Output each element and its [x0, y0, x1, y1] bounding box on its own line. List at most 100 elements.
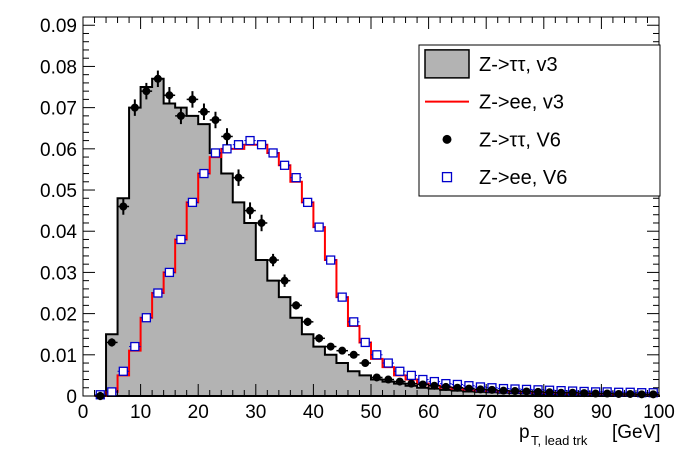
- ztautau-v6-point-7: [176, 111, 185, 120]
- zee-v6-point-23: [360, 337, 370, 348]
- ztautau-v6-point-21: [338, 346, 347, 355]
- zee-v6-point-13: [245, 135, 255, 146]
- ztautau-v6-point-22: [349, 350, 358, 359]
- zee-v6-point-5: [153, 288, 163, 298]
- ztautau-v6-point-47: [637, 390, 646, 399]
- x-tick-label-0: 0: [78, 402, 89, 423]
- zee-v6-point-27: [406, 370, 416, 381]
- ztautau-v6-point-23: [361, 359, 370, 368]
- x-tick-label-20: 20: [188, 402, 209, 423]
- zee-v6-point-9: [199, 168, 209, 179]
- zee-v6-point-25: [383, 358, 393, 368]
- ztautau-v6-point-42: [580, 389, 589, 398]
- ztautau-v6-point-8: [188, 95, 197, 104]
- ztautau-v6-point-16: [280, 276, 289, 285]
- ztautau-v6-point-25: [384, 375, 393, 384]
- ztautau-v6-point-9: [199, 107, 208, 116]
- zee-v6-point-24: [372, 350, 382, 360]
- ztautau-v6-point-33: [476, 385, 485, 394]
- ztautau-v6-point-13: [246, 206, 255, 215]
- ztautau-v6-point-28: [418, 380, 427, 389]
- ztautau-v6-point-19: [315, 334, 324, 343]
- ztautau-v6-point-12: [234, 173, 243, 182]
- ztautau-v6-point-35: [499, 386, 508, 395]
- ztautau-v6-point-2: [119, 202, 128, 211]
- legend: Z->ττ, v3 Z->ee, v3 Z->ττ, V6 Z->ee, V6: [418, 44, 661, 197]
- y-tick-label-3: 0.03: [40, 263, 77, 284]
- x-axis-label-main: p: [519, 422, 530, 443]
- zee-v6-point-2: [118, 366, 128, 376]
- zee-v6-point-11: [222, 144, 232, 154]
- y-tick-label-1: 0.01: [40, 346, 77, 367]
- ztautau-v6-point-26: [395, 377, 404, 386]
- x-tick-label-70: 70: [476, 402, 497, 423]
- ztautau-v6-point-17: [292, 301, 301, 310]
- zee-v6-point-3: [130, 341, 140, 352]
- zee-v6-point-14: [256, 140, 267, 150]
- ztautau-v6-point-24: [372, 373, 381, 382]
- y-tick-label-0: 0: [66, 387, 77, 408]
- x-tick-label-50: 50: [360, 402, 381, 423]
- legend-label-1: Z->ee, v3: [479, 92, 564, 114]
- zee-v6-point-12: [233, 140, 244, 150]
- ztautau-v6-point-6: [165, 91, 174, 100]
- zee-v6-point-16: [279, 160, 290, 170]
- x-tick-label-100: 100: [643, 402, 675, 423]
- ztautau-v6-point-31: [453, 383, 462, 392]
- zee-v6-point-7: [176, 234, 186, 245]
- zee-v6-point-8: [187, 197, 198, 208]
- zee-v6-point-17: [291, 173, 301, 183]
- x-tick-label-40: 40: [303, 402, 324, 423]
- x-tick-label-30: 30: [245, 402, 266, 423]
- ztautau-v6-point-14: [257, 218, 266, 227]
- zee-v6-point-26: [395, 366, 405, 376]
- ztautau-v6-point-18: [303, 317, 312, 326]
- ztautau-v6-point-1: [107, 338, 116, 347]
- ztautau-v6-point-37: [522, 387, 531, 396]
- legend-swatch-2: [442, 134, 452, 144]
- x-axis-label-unit: [GeV]: [612, 422, 661, 443]
- ztautau-v6-point-5: [153, 74, 162, 83]
- ztautau-v6-point-38: [534, 387, 543, 396]
- ztautau-v6-point-3: [130, 103, 139, 112]
- ztautau-v6-point-34: [487, 385, 496, 394]
- ztautau-v6-point-48: [649, 390, 658, 399]
- zee-v6-point-19: [314, 222, 324, 232]
- ztautau-v6-point-32: [464, 384, 473, 393]
- legend-label-0: Z->ττ, v3: [479, 54, 558, 76]
- axes: 0 10 20 30 40 50 60 70 80 90 100 0 0.01 0.02 0.03 0.04 0…: [40, 16, 675, 448]
- y-tick-label-4: 0.04: [40, 222, 77, 243]
- y-tick-label-8: 0.08: [40, 57, 77, 78]
- ztautau-v6-point-36: [511, 387, 519, 396]
- x-tick-label-60: 60: [418, 402, 439, 423]
- legend-label-3: Z->ee, V6: [479, 167, 567, 189]
- ztautau-v6-point-39: [545, 388, 554, 397]
- zee-v6-point-22: [349, 317, 359, 327]
- ztautau-v6-point-20: [326, 342, 335, 351]
- legend-swatch-3: [441, 171, 453, 183]
- zee-v6-point-18: [302, 197, 313, 208]
- ztautau-v6-point-29: [430, 381, 439, 390]
- zee-v6-point-1: [107, 387, 117, 397]
- ztautau-v6-point-4: [142, 87, 151, 96]
- x-tick-label-10: 10: [130, 402, 151, 423]
- zee-v6-point-10: [210, 148, 221, 158]
- zee-v6-point-4: [141, 313, 152, 323]
- zee-v6-point-21: [337, 292, 347, 302]
- zee-v6-point-15: [268, 148, 278, 158]
- y-tick-label-9: 0.09: [40, 16, 77, 37]
- ztautau-v6-point-30: [441, 382, 450, 391]
- legend-label-2: Z->ττ, V6: [479, 129, 561, 151]
- x-tick-label-90: 90: [591, 402, 612, 423]
- ztautau-v6-point-41: [568, 388, 577, 397]
- ztautau-v6-point-27: [407, 379, 416, 388]
- ztautau-v6-point-10: [211, 115, 220, 124]
- ztautau-v6-point-40: [557, 388, 566, 397]
- ztautau-v6-point-11: [223, 132, 231, 141]
- zee-v6-point-20: [326, 255, 336, 265]
- zee-v6-point-6: [164, 267, 175, 278]
- ztautau-v6-point-15: [269, 256, 278, 265]
- y-tick-label-7: 0.07: [40, 99, 77, 120]
- x-tick-label-80: 80: [533, 402, 554, 423]
- legend-swatch-0: [424, 49, 470, 79]
